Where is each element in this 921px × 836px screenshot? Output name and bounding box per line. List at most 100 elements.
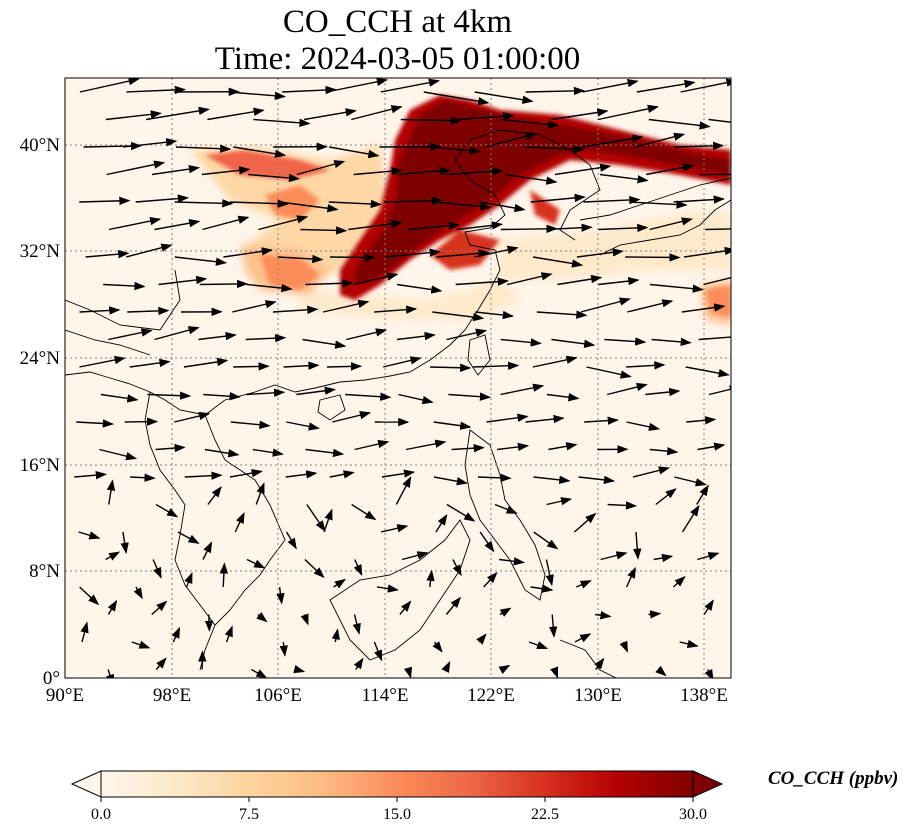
colorbar: [70, 770, 724, 802]
lat-tick-label: 0°: [43, 668, 60, 689]
wind-arrow: [246, 388, 286, 397]
wind-arrow: [303, 108, 357, 121]
wind-arrow: [655, 488, 677, 506]
wind-arrow: [500, 383, 545, 396]
wind-arrow: [305, 448, 345, 458]
wind-arrow: [283, 361, 320, 370]
wind-arrow: [123, 138, 178, 148]
wind-arrow: [557, 274, 603, 286]
wind-arrow: [125, 243, 173, 258]
wind-arrow: [633, 531, 642, 560]
wind-arrow: [703, 276, 731, 286]
wind-arrow: [474, 245, 519, 258]
map-title: CO_CCH at 4km Time: 2024-03-05 01:00:00: [0, 4, 795, 78]
wind-arrow: [636, 79, 696, 93]
wind-arrow: [436, 249, 490, 258]
wind-arrow: [108, 216, 162, 231]
wind-arrow: [177, 531, 200, 544]
wind-arrow: [279, 641, 288, 657]
wind-arrow: [133, 586, 143, 600]
wind-arrow: [328, 199, 382, 209]
wind-arrow: [532, 355, 578, 368]
wind-arrow: [649, 283, 704, 293]
wind-arrow: [679, 639, 699, 648]
wind-arrow: [646, 163, 695, 176]
wind-arrow: [105, 110, 162, 121]
title-line-1: CO_CCH at 4km: [282, 4, 513, 40]
wind-arrow: [346, 328, 388, 341]
wind-arrow: [245, 333, 287, 343]
wind-arrow: [229, 199, 289, 208]
wind-arrow: [233, 362, 270, 371]
wind-arrow: [530, 584, 554, 593]
wind-arrow: [106, 479, 116, 505]
wind-arrow: [546, 393, 580, 402]
wind-arrow: [674, 476, 707, 487]
wind-arrow: [486, 413, 529, 423]
wind-arrow: [476, 633, 487, 645]
wind-arrow: [546, 497, 573, 506]
wind-arrow: [398, 393, 434, 405]
wind-arrow: [155, 503, 179, 518]
wind-arrow: [129, 358, 171, 368]
wind-arrow: [207, 486, 222, 505]
wind-arrow: [582, 78, 639, 93]
wind-arrow: [158, 275, 208, 286]
colorbar-tick-label: 15.0: [383, 806, 411, 823]
wind-arrow: [548, 442, 578, 451]
wind-arrow: [255, 482, 265, 505]
wind-arrow: [79, 586, 100, 606]
wind-arrow: [405, 439, 447, 451]
wind-arrow: [329, 146, 380, 159]
wind-arrow: [131, 640, 151, 649]
wind-arrow: [204, 614, 214, 632]
wind-arrow: [184, 471, 223, 480]
wind-arrow: [120, 531, 129, 554]
wind-arrow: [532, 256, 584, 268]
wind-arrow: [452, 559, 462, 577]
wind-arrow: [497, 442, 530, 452]
wind-arrow: [683, 246, 731, 258]
wind-arrow: [477, 473, 512, 483]
wind-arrow: [598, 223, 649, 233]
wind-arrow: [506, 272, 553, 286]
wind-arrow: [130, 473, 156, 482]
wind-arrow: [448, 392, 492, 401]
colorbar-gradient: [101, 771, 693, 797]
wind-arrow: [277, 254, 324, 264]
wind-arrow: [546, 223, 593, 232]
wind-arrow: [383, 196, 443, 206]
wind-arrow: [655, 665, 667, 677]
wind-arrow: [78, 531, 101, 540]
wind-arrow: [625, 253, 681, 262]
wind-arrow: [385, 248, 441, 258]
coastlines: [65, 129, 731, 678]
wind-arrow: [648, 118, 711, 130]
lon-tick-label: 106°E: [254, 685, 302, 706]
wind-arrow: [429, 363, 472, 372]
wind-arrow: [201, 166, 251, 176]
wind-arrow: [233, 146, 287, 158]
wind-arrow: [594, 657, 605, 670]
wind-arrow: [525, 86, 585, 96]
wind-arrow: [174, 256, 228, 266]
wind-arrow: [533, 475, 571, 485]
wind-arrow: [395, 476, 412, 505]
wind-arrow: [399, 600, 412, 615]
wind-arrow: [681, 303, 726, 313]
wind-arrow: [584, 416, 619, 425]
wind-arrow: [632, 466, 670, 478]
wind-arrow: [396, 166, 451, 176]
lat-tick-label: 24°N: [20, 348, 61, 369]
wind-arrow: [396, 283, 443, 294]
wind-arrow: [184, 572, 193, 588]
wind-arrow: [574, 633, 592, 643]
wind-arrow: [380, 78, 441, 93]
wind-arrow: [550, 666, 559, 678]
wind-arrow: [76, 419, 114, 428]
wind-arrow: [573, 512, 597, 533]
wind-arrow: [551, 338, 596, 348]
wind-arrow: [174, 199, 234, 208]
wind-arrow: [79, 306, 121, 315]
wind-arrow: [626, 361, 666, 370]
